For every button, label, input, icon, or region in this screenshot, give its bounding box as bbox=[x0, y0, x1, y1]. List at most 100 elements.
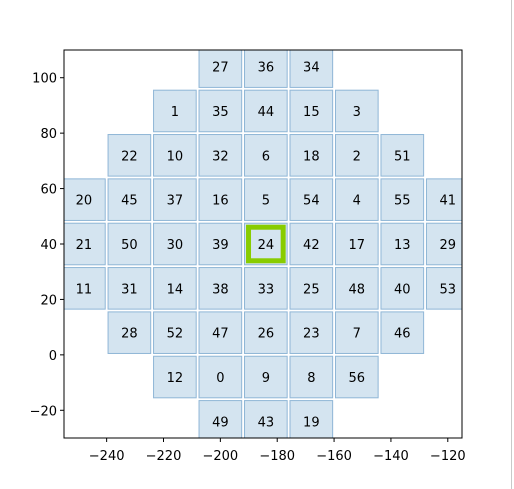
cell-rect bbox=[334, 355, 379, 399]
cell-rect bbox=[334, 89, 379, 133]
cell-rect bbox=[244, 134, 288, 177]
y-tick-label: −20 bbox=[30, 404, 57, 419]
cell-label: 16 bbox=[212, 194, 229, 209]
cell-rect bbox=[244, 400, 288, 438]
y-tick-label: 0 bbox=[49, 349, 57, 364]
cell-rect bbox=[244, 355, 288, 399]
cell-rect bbox=[425, 222, 462, 266]
cell-rect bbox=[289, 178, 334, 221]
cell-34: 34 bbox=[289, 50, 334, 88]
cell-29: 29 bbox=[425, 222, 462, 266]
x-axis: −240 −220 −200 −180 −160 −140 −120 bbox=[89, 438, 466, 464]
cell-8: 8 bbox=[289, 355, 334, 399]
cell-44: 44 bbox=[244, 89, 288, 133]
cell-35: 35 bbox=[198, 89, 243, 133]
cell-label: 51 bbox=[394, 149, 411, 164]
cell-label: 42 bbox=[303, 238, 320, 253]
x-tick-label: −140 bbox=[373, 449, 409, 464]
x-tick-label: −180 bbox=[259, 449, 295, 464]
cell-rect bbox=[153, 178, 197, 221]
cell-rect bbox=[289, 134, 334, 177]
cell-label: 41 bbox=[440, 194, 457, 209]
cell-label: 21 bbox=[76, 238, 93, 253]
cell-5: 5 bbox=[244, 178, 288, 221]
cell-label: 40 bbox=[394, 282, 411, 297]
cell-40: 40 bbox=[380, 267, 425, 310]
cell-14: 14 bbox=[153, 267, 197, 310]
cell-9: 9 bbox=[244, 355, 288, 399]
cell-12: 12 bbox=[153, 355, 197, 399]
cell-46: 46 bbox=[380, 311, 425, 354]
cell-54: 54 bbox=[289, 178, 334, 221]
cell-25: 25 bbox=[289, 267, 334, 310]
cell-label: 1 bbox=[171, 105, 179, 120]
cell-rect bbox=[380, 178, 425, 221]
cell-rect bbox=[244, 222, 288, 266]
cell-label: 12 bbox=[167, 371, 184, 386]
cell-13: 13 bbox=[380, 222, 425, 266]
cell-41: 41 bbox=[425, 178, 462, 221]
cell-label: 46 bbox=[394, 327, 411, 342]
cell-rect bbox=[334, 178, 379, 221]
cell-label: 39 bbox=[212, 238, 229, 253]
cell-label: 10 bbox=[167, 149, 184, 164]
cell-label: 4 bbox=[353, 194, 361, 209]
cell-4: 4 bbox=[334, 178, 379, 221]
cell-rect bbox=[244, 50, 288, 88]
cell-rect bbox=[198, 89, 243, 133]
cell-18: 18 bbox=[289, 134, 334, 177]
cell-rect bbox=[334, 222, 379, 266]
cell-label: 49 bbox=[212, 415, 229, 430]
cell-label: 47 bbox=[212, 327, 229, 342]
cell-38: 38 bbox=[198, 267, 243, 310]
cell-rect bbox=[198, 355, 243, 399]
cell-rect bbox=[380, 134, 425, 177]
cell-rect bbox=[198, 267, 243, 310]
cell-rect bbox=[244, 89, 288, 133]
cell-label: 7 bbox=[353, 327, 361, 342]
cell-label: 45 bbox=[121, 194, 138, 209]
cell-rect bbox=[198, 400, 243, 438]
cell-45: 45 bbox=[107, 178, 152, 221]
cell-label: 20 bbox=[76, 194, 93, 209]
cell-rect bbox=[107, 267, 152, 310]
cell-47: 47 bbox=[198, 311, 243, 354]
cell-rect bbox=[64, 222, 106, 266]
cell-label: 5 bbox=[262, 194, 270, 209]
cell-label: 3 bbox=[353, 105, 361, 120]
cell-56: 56 bbox=[334, 355, 379, 399]
cell-15: 15 bbox=[289, 89, 334, 133]
cell-label: 26 bbox=[258, 327, 275, 342]
cell-55: 55 bbox=[380, 178, 425, 221]
cell-24: 24 bbox=[244, 222, 288, 266]
cell-rect bbox=[198, 222, 243, 266]
cell-label: 17 bbox=[349, 238, 366, 253]
cell-10: 10 bbox=[153, 134, 197, 177]
cell-label: 2 bbox=[353, 149, 361, 164]
y-tick-label: 20 bbox=[40, 293, 57, 308]
cell-3: 3 bbox=[334, 89, 379, 133]
cell-label: 52 bbox=[167, 327, 184, 342]
cell-rect bbox=[425, 178, 462, 221]
cell-21: 21 bbox=[64, 222, 106, 266]
cell-rect bbox=[334, 134, 379, 177]
cell-rect bbox=[380, 222, 425, 266]
x-tick-label: −160 bbox=[316, 449, 352, 464]
cell-label: 34 bbox=[303, 61, 320, 76]
window-edge-divider bbox=[511, 0, 512, 489]
y-tick-label: 60 bbox=[40, 183, 57, 198]
cell-52: 52 bbox=[153, 311, 197, 354]
cell-50: 50 bbox=[107, 222, 152, 266]
cell-rect bbox=[198, 50, 243, 88]
cell-label: 24 bbox=[258, 238, 275, 253]
cell-label: 48 bbox=[349, 282, 366, 297]
cell-rect bbox=[244, 178, 288, 221]
cell-2: 2 bbox=[334, 134, 379, 177]
cell-rect bbox=[153, 89, 197, 133]
cell-rect bbox=[289, 311, 334, 354]
cell-label: 15 bbox=[303, 105, 320, 120]
cell-label: 28 bbox=[121, 327, 138, 342]
cell-rect bbox=[380, 311, 425, 354]
cell-label: 27 bbox=[212, 61, 229, 76]
x-tick-label: −120 bbox=[430, 449, 466, 464]
